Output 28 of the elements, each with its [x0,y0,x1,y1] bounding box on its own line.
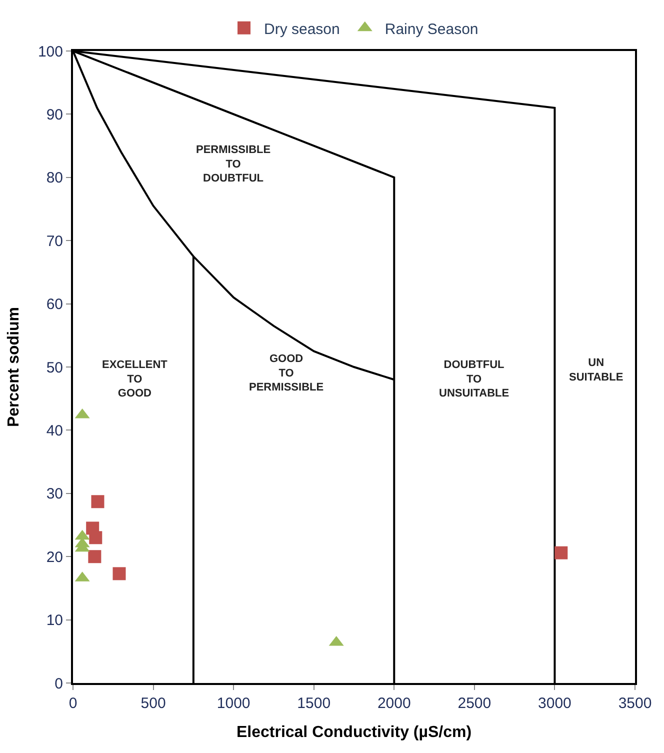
annotation: GOOD TO PERMISSIBLE [249,353,324,394]
y-axis-title: Percent sodium [5,306,22,428]
x-tick-label: 3000 [538,695,572,712]
legend-label: Dry season [264,20,340,38]
x-tick-label: 0 [68,695,78,712]
legend-label: Rainy Season [384,20,478,38]
y-tick-label: 60 [46,296,63,314]
y-tick-label: 100 [38,43,63,60]
x-tick-label: 2500 [458,695,492,712]
y-tick-label: 20 [46,548,63,566]
x-axis-title: Electrical Conductivity (µS/cm) [236,724,472,742]
annotation: UN SUITABLE [569,357,624,384]
y-tick-label: 50 [46,359,63,376]
x-tick-label: 500 [140,695,166,712]
x-tick-label: 2000 [377,695,411,712]
y-tick-label: 70 [46,232,63,250]
annotation: DOUBTFUL TO UNSUITABLE [439,359,510,400]
x-tick-label: 1500 [297,695,331,712]
y-tick-label: 90 [46,106,63,124]
y-tick-label: 0 [54,675,63,692]
x-tick-label: 1000 [216,695,250,712]
annotation: PERMISSIBLE TO DOUBTFUL [196,144,271,185]
y-tick-label: 10 [46,612,63,630]
y-tick-label: 80 [46,170,63,187]
x-tick-label: 3500 [618,695,652,712]
annotation: EXCELLENT TO GOOD [102,359,168,400]
y-tick-label: 40 [46,422,63,440]
y-tick-label: 30 [46,486,63,503]
